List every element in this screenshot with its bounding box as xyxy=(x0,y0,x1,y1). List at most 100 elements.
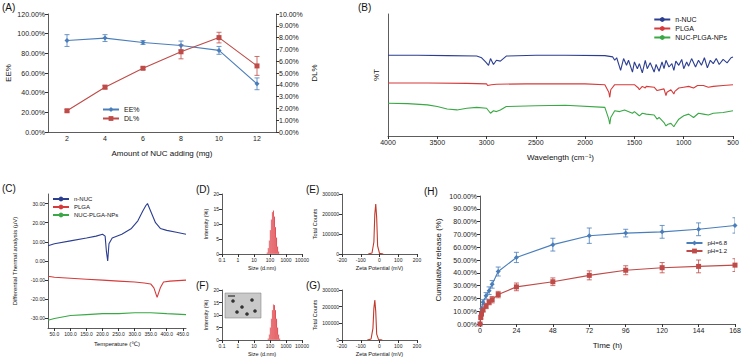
svg-text:1000: 1000 xyxy=(280,343,291,349)
svg-text:10000: 10000 xyxy=(295,343,309,349)
svg-text:(F): (F) xyxy=(196,280,209,291)
svg-text:100000: 100000 xyxy=(322,320,339,326)
svg-text:144: 144 xyxy=(693,327,705,334)
svg-text:DL%: DL% xyxy=(124,115,139,122)
svg-text:400.0: 400.0 xyxy=(160,331,173,337)
svg-text:1500: 1500 xyxy=(627,139,643,146)
svg-text:0.1: 0.1 xyxy=(219,343,226,349)
svg-text:100.00%: 100.00% xyxy=(449,193,477,200)
svg-text:DL%: DL% xyxy=(310,64,319,81)
svg-text:3000: 3000 xyxy=(479,139,495,146)
svg-text:100.0: 100.0 xyxy=(64,331,77,337)
svg-text:200.0: 200.0 xyxy=(96,331,109,337)
svg-text:168: 168 xyxy=(729,327,741,334)
svg-text:60.00%: 60.00% xyxy=(453,244,477,251)
svg-text:100000: 100000 xyxy=(322,231,339,237)
svg-text:-20.00: -20.00 xyxy=(31,296,45,302)
svg-text:0.00%: 0.00% xyxy=(279,129,299,136)
svg-text:(C): (C) xyxy=(2,183,16,194)
svg-text:100: 100 xyxy=(394,343,403,349)
svg-text:(E): (E) xyxy=(306,184,319,195)
svg-text:10.00%: 10.00% xyxy=(279,11,303,18)
svg-text:24: 24 xyxy=(513,327,521,334)
svg-text:Size (d.nm): Size (d.nm) xyxy=(248,351,276,357)
svg-text:100.00%: 100.00% xyxy=(17,30,45,37)
svg-text:n-NUC: n-NUC xyxy=(74,196,93,202)
svg-text:4000: 4000 xyxy=(380,139,396,146)
svg-text:120.00%: 120.00% xyxy=(17,11,45,18)
svg-text:8: 8 xyxy=(179,135,183,142)
svg-text:pH=6.8: pH=6.8 xyxy=(707,240,727,246)
svg-text:300000: 300000 xyxy=(322,287,339,293)
svg-text:Total Counts: Total Counts xyxy=(312,208,318,239)
svg-text:15: 15 xyxy=(213,206,219,212)
svg-text:20.00: 20.00 xyxy=(32,220,45,226)
svg-text:90.00%: 90.00% xyxy=(453,205,477,212)
svg-text:150.0: 150.0 xyxy=(80,331,93,337)
svg-text:5: 5 xyxy=(216,236,219,242)
svg-text:Wavelength (cm⁻¹): Wavelength (cm⁻¹) xyxy=(527,153,594,162)
svg-text:(B): (B) xyxy=(358,2,371,13)
svg-text:200000: 200000 xyxy=(322,211,339,217)
svg-text:-200: -200 xyxy=(337,343,347,349)
svg-text:0: 0 xyxy=(378,343,381,349)
svg-text:3500: 3500 xyxy=(429,139,445,146)
svg-text:4.00%: 4.00% xyxy=(279,81,299,88)
svg-text:0: 0 xyxy=(478,327,482,334)
svg-text:Time (h): Time (h) xyxy=(593,341,623,350)
svg-text:Zeta Potential (mV): Zeta Potential (mV) xyxy=(356,351,404,357)
svg-text:Intensity (%): Intensity (%) xyxy=(203,300,209,331)
svg-text:Temperature (℃): Temperature (℃) xyxy=(94,341,140,347)
svg-text:60.00%: 60.00% xyxy=(21,70,45,77)
svg-text:10: 10 xyxy=(213,221,219,227)
svg-text:40.00%: 40.00% xyxy=(453,269,477,276)
svg-text:200: 200 xyxy=(413,343,422,349)
svg-text:PLGA: PLGA xyxy=(675,25,694,32)
svg-text:120: 120 xyxy=(656,327,668,334)
svg-text:100: 100 xyxy=(266,343,275,349)
svg-text:-30.00: -30.00 xyxy=(31,315,45,321)
svg-text:2: 2 xyxy=(65,135,69,142)
svg-text:9.00%: 9.00% xyxy=(279,22,299,29)
svg-text:Amount of NUC adding (mg): Amount of NUC adding (mg) xyxy=(112,149,213,158)
svg-text:30.00: 30.00 xyxy=(32,201,45,207)
svg-text:-100: -100 xyxy=(356,343,366,349)
svg-text:2.00%: 2.00% xyxy=(279,105,299,112)
svg-text:0.00%: 0.00% xyxy=(457,321,477,328)
svg-text:8.00%: 8.00% xyxy=(279,34,299,41)
svg-text:4: 4 xyxy=(103,135,107,142)
svg-text:10: 10 xyxy=(251,257,257,263)
svg-text:80.00%: 80.00% xyxy=(21,50,45,57)
svg-text:96: 96 xyxy=(622,327,630,334)
svg-text:-200: -200 xyxy=(337,257,347,263)
svg-text:%T: %T xyxy=(372,69,381,81)
svg-text:NUC-PLGA-NPs: NUC-PLGA-NPs xyxy=(675,34,727,41)
svg-text:50.00%: 50.00% xyxy=(453,257,477,264)
svg-text:EE%: EE% xyxy=(4,64,13,82)
svg-text:1000: 1000 xyxy=(676,139,692,146)
svg-text:10: 10 xyxy=(251,343,257,349)
svg-text:10: 10 xyxy=(215,135,223,142)
svg-text:80.00%: 80.00% xyxy=(453,218,477,225)
svg-text:PLGA: PLGA xyxy=(74,204,90,210)
svg-text:250.0: 250.0 xyxy=(112,331,125,337)
svg-text:50.0: 50.0 xyxy=(50,331,60,337)
svg-text:6: 6 xyxy=(141,135,145,142)
svg-text:450.0: 450.0 xyxy=(177,331,190,337)
svg-text:5: 5 xyxy=(216,325,219,331)
svg-text:-10.00: -10.00 xyxy=(31,277,45,283)
svg-text:1: 1 xyxy=(237,343,240,349)
svg-text:NUC-PLGA-NPs: NUC-PLGA-NPs xyxy=(74,212,118,218)
svg-text:10.00%: 10.00% xyxy=(453,308,477,315)
svg-text:70.00%: 70.00% xyxy=(453,231,477,238)
svg-text:15: 15 xyxy=(213,300,219,306)
svg-text:10000: 10000 xyxy=(295,257,309,263)
svg-text:20: 20 xyxy=(213,287,219,293)
svg-text:20.00%: 20.00% xyxy=(21,109,45,116)
svg-text:(D): (D) xyxy=(196,184,210,195)
svg-text:6.00%: 6.00% xyxy=(279,58,299,65)
svg-text:3.00%: 3.00% xyxy=(279,93,299,100)
svg-text:EE%: EE% xyxy=(124,106,140,113)
svg-text:500: 500 xyxy=(727,139,739,146)
svg-text:pH=1.2: pH=1.2 xyxy=(707,248,727,254)
